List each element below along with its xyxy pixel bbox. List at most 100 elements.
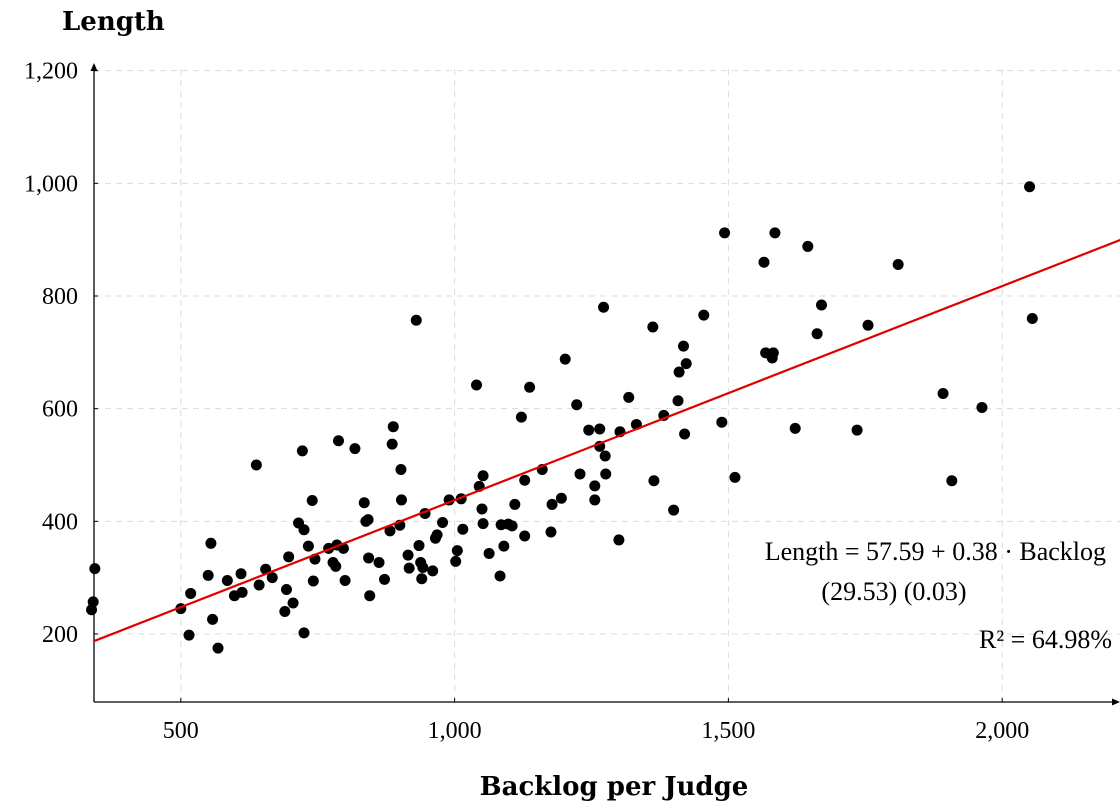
- data-point: [212, 642, 224, 654]
- data-point: [589, 480, 601, 492]
- axes: [90, 63, 1120, 706]
- data-point: [279, 605, 291, 617]
- x-tick-label: 500: [163, 718, 199, 744]
- x-tick-label: 1,000: [428, 718, 482, 744]
- data-point: [515, 411, 527, 423]
- data-point: [672, 395, 684, 407]
- data-point: [183, 629, 195, 641]
- data-point: [235, 568, 247, 580]
- data-point: [413, 540, 425, 552]
- y-tick-label: 1,000: [24, 171, 78, 197]
- data-point: [613, 534, 625, 546]
- data-point: [207, 613, 219, 625]
- data-point: [789, 422, 801, 434]
- data-point: [509, 498, 521, 510]
- data-point: [1024, 181, 1036, 193]
- data-point: [250, 459, 262, 471]
- data-point: [729, 471, 741, 483]
- y-tick-labels: 200 400 600 800 1,000 1,200: [24, 59, 78, 648]
- data-point: [976, 402, 988, 414]
- data-point: [451, 545, 463, 557]
- x-axis-arrow: [1112, 698, 1120, 706]
- data-point: [280, 583, 292, 595]
- data-point: [363, 552, 375, 564]
- data-point: [1026, 313, 1038, 325]
- data-point: [571, 399, 583, 411]
- data-point: [477, 470, 489, 482]
- data-point: [358, 497, 370, 509]
- data-point: [387, 421, 399, 433]
- data-point: [851, 424, 863, 436]
- data-point: [202, 569, 214, 581]
- x-tick-labels: 500 1,000 1,500 2,000: [163, 718, 1029, 744]
- data-point: [205, 537, 217, 549]
- x-axis-title: Backlog per Judge: [480, 772, 749, 802]
- data-point: [673, 366, 685, 378]
- data-points: [86, 181, 1038, 654]
- data-point: [457, 523, 469, 535]
- data-point: [524, 381, 536, 393]
- data-point: [680, 358, 692, 370]
- data-point: [679, 428, 691, 440]
- data-point: [594, 423, 606, 435]
- data-point: [339, 574, 351, 586]
- x-tick-label: 1,500: [701, 718, 755, 744]
- data-point: [811, 328, 823, 340]
- data-point: [719, 227, 731, 239]
- data-point: [506, 520, 518, 532]
- data-point: [185, 587, 197, 599]
- data-point: [599, 450, 611, 462]
- x-tick-label: 2,000: [975, 718, 1029, 744]
- data-point: [668, 504, 680, 516]
- data-point: [583, 424, 595, 436]
- data-point: [253, 579, 265, 591]
- data-point: [302, 540, 314, 552]
- data-point: [545, 526, 557, 538]
- y-tick-label: 400: [42, 509, 78, 535]
- data-point: [802, 240, 814, 252]
- data-point: [283, 551, 295, 563]
- data-point: [296, 445, 308, 457]
- data-point: [450, 555, 462, 567]
- data-point: [862, 319, 874, 331]
- data-point: [555, 492, 567, 504]
- data-point: [937, 387, 949, 399]
- data-point: [519, 474, 531, 486]
- y-tick-label: 800: [42, 284, 78, 310]
- data-point: [559, 353, 571, 365]
- data-point: [477, 518, 489, 530]
- data-point: [648, 475, 660, 487]
- data-point: [427, 565, 439, 577]
- data-point: [758, 256, 770, 268]
- data-point: [410, 314, 422, 326]
- fit-line: [92, 238, 1120, 643]
- data-point: [677, 340, 689, 352]
- data-point: [349, 443, 361, 455]
- data-point: [471, 379, 483, 391]
- data-point: [892, 258, 904, 270]
- data-point: [379, 573, 391, 585]
- data-point: [384, 525, 396, 537]
- data-point: [546, 498, 558, 510]
- grid-lines: [94, 69, 1120, 702]
- data-point: [364, 590, 376, 602]
- data-point: [287, 597, 299, 609]
- y-tick-label: 1,200: [24, 59, 78, 85]
- data-point: [623, 391, 635, 403]
- data-point: [298, 524, 310, 536]
- regression-equation: Length = 57.59 + 0.38 · Backlog: [765, 537, 1106, 566]
- data-point: [598, 301, 610, 313]
- data-point: [402, 549, 414, 561]
- data-point: [574, 468, 586, 480]
- data-point: [946, 475, 958, 487]
- data-point: [86, 604, 98, 616]
- data-point: [483, 547, 495, 559]
- data-point: [716, 416, 728, 428]
- y-tick-label: 600: [42, 397, 78, 423]
- data-point: [589, 494, 601, 506]
- data-point: [298, 627, 310, 639]
- regression-line: [92, 238, 1120, 643]
- data-point: [89, 563, 101, 575]
- data-point: [437, 516, 449, 528]
